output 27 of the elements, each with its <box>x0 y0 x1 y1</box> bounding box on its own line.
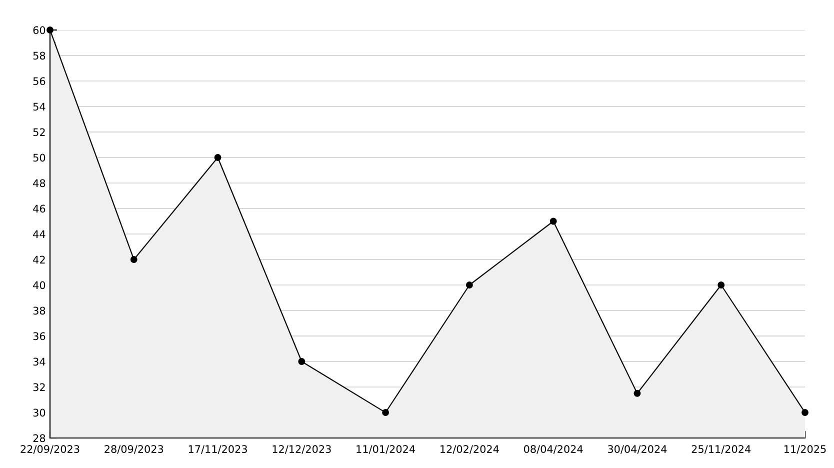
y-tick-label: 44 <box>33 230 46 238</box>
y-tick-label: 60 <box>33 26 46 34</box>
y-tick-label: 46 <box>33 204 46 213</box>
y-tick-label: 54 <box>33 102 46 111</box>
x-tick-label: 11/01/2024 <box>356 445 415 454</box>
x-tick-label: 30/04/2024 <box>608 445 667 454</box>
y-tick-label: 56 <box>33 77 46 86</box>
x-tick-label: 28/09/2023 <box>104 445 164 454</box>
y-tick-label: 52 <box>33 128 45 136</box>
y-tick-label: 32 <box>33 383 45 392</box>
x-tick-label: 11/2025 <box>784 445 826 454</box>
y-tick-label: 34 <box>33 358 46 366</box>
x-tick-label: 25/11/2024 <box>692 445 751 454</box>
y-tick-label: 58 <box>33 52 46 60</box>
x-tick-label: 12/12/2023 <box>272 445 331 454</box>
y-tick-label: 36 <box>33 332 46 340</box>
x-tick-label: 17/11/2023 <box>188 445 247 454</box>
y-tick-label: 48 <box>33 179 46 188</box>
y-tick-label: 28 <box>33 434 46 442</box>
y-tick-label: 50 <box>33 154 46 162</box>
x-tick-label: 22/09/2023 <box>20 445 80 454</box>
y-tick-label: 38 <box>33 306 46 315</box>
x-tick-label: 08/04/2024 <box>524 445 583 454</box>
x-tick-label: 12/02/2024 <box>440 445 499 454</box>
y-tick-label: 40 <box>33 281 46 290</box>
y-tick-label: 30 <box>33 408 46 417</box>
y-tick-label: 42 <box>33 256 45 264</box>
